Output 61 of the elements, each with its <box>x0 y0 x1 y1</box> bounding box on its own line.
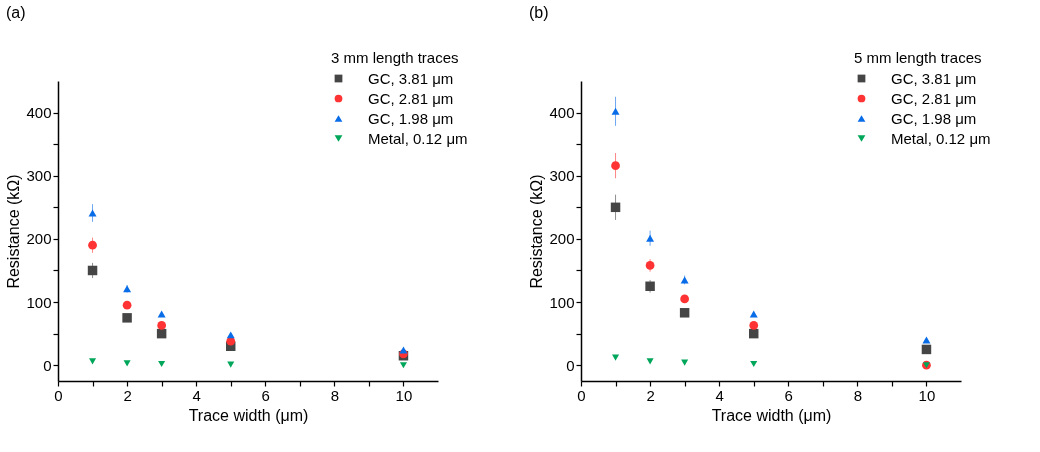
y-tick-label: 400 <box>549 104 575 122</box>
point <box>680 276 689 284</box>
point <box>646 358 654 365</box>
point <box>679 308 690 318</box>
y-tick-label: 100 <box>26 293 52 311</box>
point <box>89 358 97 365</box>
point <box>610 202 621 213</box>
legend-label: GC, 3.81 μm <box>368 69 454 87</box>
point <box>88 240 97 250</box>
y-axis-title: Resistance (kΩ) <box>528 174 546 289</box>
x-tick-label: 6 <box>784 386 793 404</box>
point <box>750 360 758 368</box>
point <box>611 161 620 170</box>
point <box>645 281 655 292</box>
y-tick-label: 200 <box>549 230 575 248</box>
point <box>122 313 132 323</box>
legend-label: GC, 2.81 μm <box>891 89 977 107</box>
point <box>158 360 166 368</box>
legend-title: 5 mm length traces <box>854 49 982 66</box>
y-tick-label: 100 <box>549 293 575 311</box>
y-tick-label: 300 <box>549 167 575 185</box>
x-tick-label: 2 <box>123 386 132 404</box>
x-tick-label: 4 <box>192 386 201 404</box>
point <box>646 234 655 242</box>
point <box>122 300 132 310</box>
point <box>87 265 98 276</box>
x-tick-label: 0 <box>54 386 63 404</box>
point <box>645 261 655 270</box>
x-tick-label: 4 <box>715 386 724 404</box>
chart-title: (b) <box>528 4 549 21</box>
legend-label: Metal, 0.12 μm <box>891 129 991 147</box>
point <box>157 321 167 330</box>
y-axis-title: Resistance (kΩ) <box>5 174 23 289</box>
legend-label: GC, 3.81 μm <box>891 69 977 87</box>
x-axis-title: Trace width (μm) <box>188 406 309 424</box>
legend-label: GC, 2.81 μm <box>368 89 454 107</box>
legend-label: GC, 1.98 μm <box>368 109 454 127</box>
y-tick-label: 300 <box>26 167 52 185</box>
point <box>749 321 759 330</box>
point <box>680 294 690 304</box>
x-tick-label: 6 <box>261 386 270 404</box>
x-tick-label: 2 <box>646 386 655 404</box>
legend-label: Metal, 0.12 μm <box>368 129 468 147</box>
x-tick-label: 8 <box>853 386 863 404</box>
x-tick-label: 10 <box>918 386 936 404</box>
y-tick-label: 400 <box>26 104 52 122</box>
x-tick-label: 10 <box>395 386 413 404</box>
point <box>611 107 620 115</box>
point <box>399 362 407 369</box>
legend-label: GC, 1.98 μm <box>891 109 977 127</box>
legend-title: 3 mm length traces <box>331 49 459 66</box>
x-tick-label: 0 <box>577 386 586 404</box>
chart-title: (a) <box>5 4 26 21</box>
x-tick-label: 8 <box>330 386 340 404</box>
y-tick-label: 0 <box>43 356 52 374</box>
point <box>921 344 932 355</box>
y-tick-label: 200 <box>26 230 52 248</box>
point <box>123 360 131 367</box>
y-tick-label: 0 <box>566 356 575 374</box>
x-axis-title: Trace width (μm) <box>711 406 832 424</box>
point <box>123 285 132 293</box>
